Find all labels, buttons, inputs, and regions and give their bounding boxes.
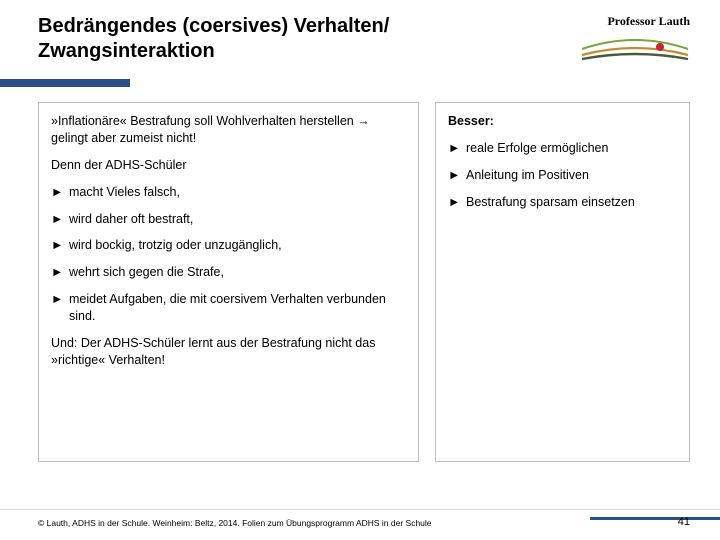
left-denn: Denn der ADHS-Schüler: [51, 157, 406, 174]
bullet-text: wird daher oft bestraft,: [69, 211, 406, 228]
bullet-text: meidet Aufgaben, die mit coersivem Verha…: [69, 291, 406, 325]
brand-logo-icon: [580, 35, 690, 61]
list-item: ►wehrt sich gegen die Strafe,: [51, 264, 406, 281]
footer: © Lauth, ADHS in der Schule. Weinheim: B…: [38, 516, 690, 528]
brand-text: Professor Lauth: [580, 14, 690, 29]
title-line1: Bedrängendes (coersives) Verhalten/: [38, 15, 389, 37]
list-item: ►wird daher oft bestraft,: [51, 211, 406, 228]
bullet-text: Anleitung im Positiven: [466, 167, 677, 184]
list-item: ►Bestrafung sparsam einsetzen: [448, 194, 677, 211]
right-box: Besser: ►reale Erfolge ermöglichen ►Anle…: [435, 102, 690, 462]
list-item: ►meidet Aufgaben, die mit coersivem Verh…: [51, 291, 406, 325]
bullet-text: reale Erfolge ermöglichen: [466, 140, 677, 157]
right-title: Besser:: [448, 113, 677, 130]
title-accent-bar: [0, 74, 130, 82]
list-item: ►macht Vieles falsch,: [51, 184, 406, 201]
bullet-icon: ►: [51, 237, 69, 254]
slide-title: Bedrängendes (coersives) Verhalten/ Zwan…: [38, 14, 389, 64]
brand-block: Professor Lauth: [580, 14, 690, 66]
left-box: »Inflationäre« Bestrafung soll Wohlverha…: [38, 102, 419, 462]
bullet-icon: ►: [448, 167, 466, 184]
bullet-icon: ►: [51, 291, 69, 325]
footer-copyright: © Lauth, ADHS in der Schule. Weinheim: B…: [38, 518, 432, 528]
bullet-icon: ►: [448, 140, 466, 157]
bullet-icon: ►: [51, 264, 69, 281]
left-intro: »Inflationäre« Bestrafung soll Wohlverha…: [51, 113, 406, 147]
list-item: ►wird bockig, trotzig oder unzugänglich,: [51, 237, 406, 254]
content-area: »Inflationäre« Bestrafung soll Wohlverha…: [38, 102, 690, 462]
left-bullets: ►macht Vieles falsch, ►wird daher oft be…: [51, 184, 406, 325]
page-number: 41: [678, 516, 690, 528]
list-item: ►Anleitung im Positiven: [448, 167, 677, 184]
bullet-text: wird bockig, trotzig oder unzugänglich,: [69, 237, 406, 254]
footer-accent-bar: [590, 507, 720, 510]
list-item: ►reale Erfolge ermöglichen: [448, 140, 677, 157]
bullet-icon: ►: [51, 211, 69, 228]
bullet-icon: ►: [448, 194, 466, 211]
bullet-text: Bestrafung sparsam einsetzen: [466, 194, 677, 211]
left-und: Und: Der ADHS-Schüler lernt aus der Best…: [51, 335, 406, 369]
title-line2: Zwangsinteraktion: [38, 40, 215, 62]
right-bullets: ►reale Erfolge ermöglichen ►Anleitung im…: [448, 140, 677, 211]
bullet-text: macht Vieles falsch,: [69, 184, 406, 201]
bullet-icon: ►: [51, 184, 69, 201]
bullet-text: wehrt sich gegen die Strafe,: [69, 264, 406, 281]
